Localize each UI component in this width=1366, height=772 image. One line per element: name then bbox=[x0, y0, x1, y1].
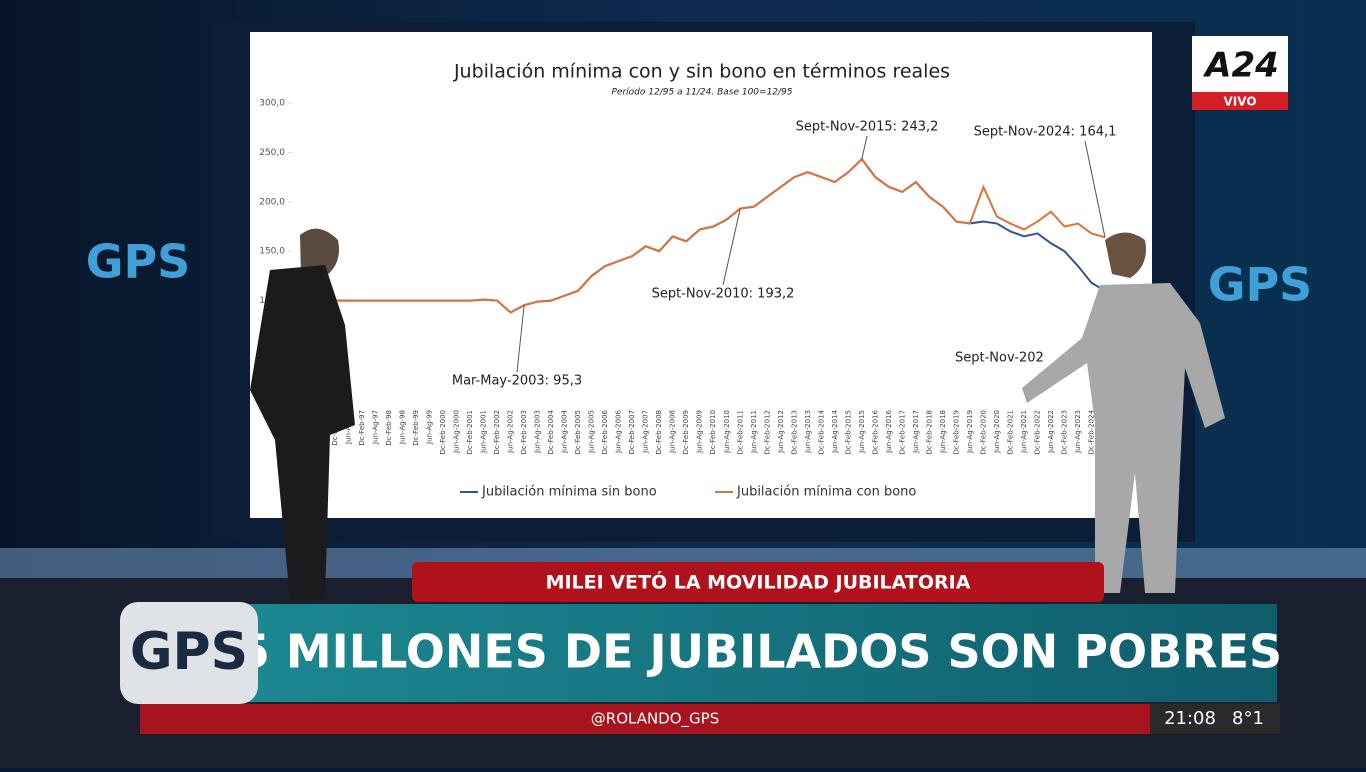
headline: 5 MILLONES DE JUBILADOS SON POBRES bbox=[238, 625, 1282, 679]
x-tick-label: Dc-Feb-2014 bbox=[817, 409, 825, 454]
y-tick-label: 200,0 bbox=[259, 197, 285, 207]
x-tick-label: Dc-Feb-2006 bbox=[601, 409, 609, 454]
x-tick-label: Jun-Ag-2016 bbox=[885, 409, 893, 453]
channel-logo-box bbox=[1192, 36, 1288, 92]
clock: 21:08 bbox=[1164, 708, 1216, 729]
x-tick-label: Jun-Ag-2006 bbox=[615, 409, 623, 453]
annotation-leader bbox=[516, 305, 525, 373]
x-tick-label: Jun-Ag-2019 bbox=[966, 410, 974, 454]
x-tick-label: Dc-Feb-2007 bbox=[628, 410, 636, 455]
x-tick-label: Jun-Ag-2007 bbox=[642, 410, 650, 454]
x-tick-label: Jun-Ag-2000 bbox=[453, 410, 461, 454]
x-tick-label: Jun-Ag-2020 bbox=[993, 410, 1001, 454]
x-tick-label: Dc-Feb-2011 bbox=[736, 410, 744, 455]
x-tick-label: Dc-Feb-2018 bbox=[925, 410, 933, 455]
chart-panel bbox=[250, 32, 1152, 518]
x-tick-label: Dc-Feb-97 bbox=[358, 410, 366, 446]
annotation: Sept-Nov-2010: 193,2 bbox=[652, 287, 795, 302]
x-tick-label: Jun-Ag-2011 bbox=[750, 410, 758, 454]
presenter-head bbox=[1105, 232, 1146, 278]
annotation: Mar-May-2003: 95,3 bbox=[452, 374, 582, 389]
y-tick-label: 300,0 bbox=[259, 99, 285, 109]
chart-title: Jubilación mínima con y sin bono en térm… bbox=[453, 61, 950, 83]
kicker-bar bbox=[412, 562, 1104, 602]
x-tick-label: Jun-Ag-2001 bbox=[480, 410, 488, 454]
annotation: Sept-Nov-2015: 243,2 bbox=[796, 120, 939, 135]
x-tick-label: Jun-Ag-2012 bbox=[777, 410, 785, 454]
legend-label: Jubilación mínima sin bono bbox=[481, 485, 657, 500]
x-tick-label: Jun-Ag-98 bbox=[399, 410, 407, 445]
temperature: 8°1 bbox=[1232, 708, 1264, 729]
presenter-body bbox=[1022, 283, 1225, 593]
x-tick-label: Dc-Feb-2002 bbox=[493, 410, 501, 455]
y-tick-label: 250,0 bbox=[259, 148, 285, 158]
x-tick-label: Dc-Feb-98 bbox=[385, 410, 393, 446]
x-tick-label: Dc-Feb-2009 bbox=[682, 410, 690, 455]
x-tick-label: Jun-Ag-99 bbox=[426, 410, 434, 445]
x-tick-label: Jun-Ag-2003 bbox=[534, 410, 542, 454]
annotation-leader bbox=[1084, 140, 1106, 238]
x-tick-label: Dc-Feb-2012 bbox=[763, 410, 771, 455]
x-tick-label: Jun-Ag-2005 bbox=[588, 410, 596, 454]
x-tick-label: Dc-Feb-2015 bbox=[844, 410, 852, 455]
x-tick-label: Jun-Ag-2018 bbox=[939, 410, 947, 454]
x-tick-label: Dc-Feb-2020 bbox=[979, 410, 987, 455]
x-tick-label: Dc-Feb-2013 bbox=[790, 410, 798, 455]
x-tick-label: Dc-Feb-2003 bbox=[520, 410, 528, 455]
annotation: Sept-Nov-202 bbox=[955, 351, 1044, 366]
live-label: VIVO bbox=[1223, 95, 1256, 109]
data-line bbox=[335, 157, 1106, 314]
x-tick-label: Jun-Ag-2008 bbox=[669, 410, 677, 454]
annotation-leader bbox=[861, 135, 868, 160]
chart: Jubilación mínima con y sin bono en térm… bbox=[259, 61, 1116, 500]
x-tick-label: Dc-Feb-2000 bbox=[439, 410, 447, 455]
show-badge: GPS bbox=[130, 622, 248, 682]
x-tick-label: Jun-Ag-97 bbox=[372, 410, 380, 445]
handle: @ROLANDO_GPS bbox=[591, 710, 719, 729]
x-tick-label: Dc-Feb-2004 bbox=[547, 409, 555, 454]
chart-subtitle: Período 12/95 a 11/24. Base 100=12/95 bbox=[611, 88, 792, 98]
x-tick-label: Dc-Feb-2019 bbox=[952, 410, 960, 455]
x-tick-label: Jun-Ag-2022 bbox=[1047, 410, 1055, 454]
x-tick-label: Dc-Feb-2021 bbox=[1006, 410, 1014, 455]
presenter-body bbox=[250, 265, 355, 600]
y-tick-label: 150,0 bbox=[259, 247, 285, 257]
channel-logo: A24 bbox=[1202, 46, 1279, 86]
x-tick-label: Jun-Ag-2021 bbox=[1020, 410, 1028, 454]
x-tick-label: Dc-Feb-2001 bbox=[466, 410, 474, 455]
annotation-leader bbox=[722, 208, 741, 286]
show-logo-right: GPS bbox=[1208, 258, 1313, 312]
presenter-head bbox=[300, 228, 339, 278]
annotation: Sept-Nov-2024: 164,1 bbox=[974, 125, 1117, 140]
x-tick-label: Dc-Feb-2008 bbox=[655, 410, 663, 455]
x-tick-label: Dc-Feb-2017 bbox=[898, 410, 906, 455]
kicker: MILEI VETÓ LA MOVILIDAD JUBILATORIA bbox=[546, 570, 971, 594]
headline-bar bbox=[150, 604, 1277, 702]
x-tick-label: Dc-Feb-2023 bbox=[1060, 410, 1068, 455]
show-logo-left: GPS bbox=[86, 235, 191, 289]
x-tick-label: Jun-Ag-2009 bbox=[696, 410, 704, 454]
live-box bbox=[1192, 92, 1288, 110]
legend-label: Jubilación mínima con bono bbox=[736, 485, 916, 500]
show-badge-box bbox=[120, 602, 258, 704]
x-tick-label: Dc-Feb-2016 bbox=[871, 409, 879, 454]
x-tick-label: Dc-Feb-2010 bbox=[709, 410, 717, 455]
x-tick-label: Dc-Feb-2024 bbox=[1087, 409, 1095, 454]
x-tick-label: Jun-Ag-2010 bbox=[723, 410, 731, 454]
x-tick-label: Dc-Feb-99 bbox=[412, 410, 420, 446]
clock-box bbox=[1150, 704, 1280, 734]
ticker-bar bbox=[140, 704, 1280, 734]
x-tick-label: Jun-Ag-2017 bbox=[912, 410, 920, 454]
x-tick-label: Jun-Ag-2015 bbox=[858, 410, 866, 454]
presenters bbox=[250, 228, 1225, 600]
x-tick-label: Jun-Ag-2004 bbox=[561, 409, 569, 453]
x-tick-label: Jun-Ag-2013 bbox=[804, 410, 812, 454]
x-tick-label: Dc-Feb-2005 bbox=[574, 410, 582, 455]
x-tick-label: Jun-Ag-2002 bbox=[507, 410, 515, 454]
x-tick-label: Jun-Ag-2014 bbox=[831, 409, 839, 453]
x-tick-label: Dc-Feb-2022 bbox=[1033, 410, 1041, 455]
x-tick-label: Jun-Ag-2023 bbox=[1074, 410, 1082, 454]
